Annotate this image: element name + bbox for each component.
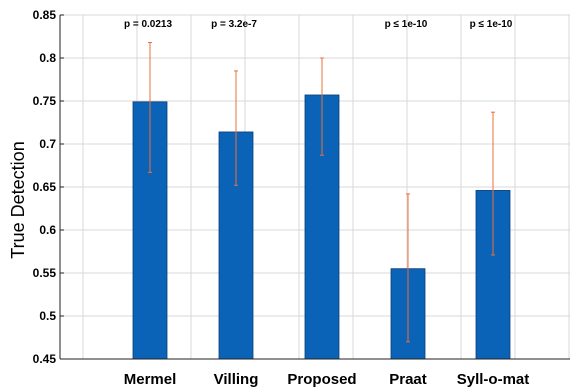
y-axis-label: True Detection xyxy=(8,141,28,258)
p-value-annotation: p = 3.2e-7 xyxy=(211,19,257,30)
y-ticks: 0.45 0.5 0.55 0.6 0.65 0.7 0.75 0.8 0.85 xyxy=(33,8,64,366)
y-tick-label: 0.5 xyxy=(39,309,56,323)
x-tick-label: Praat xyxy=(389,371,427,387)
y-tick-label: 0.75 xyxy=(33,94,57,108)
y-tick-label: 0.65 xyxy=(33,180,57,194)
y-tick-label: 0.6 xyxy=(39,223,56,237)
p-value-annotation: p ≤ 1e-10 xyxy=(385,19,428,30)
p-value-annotation: p = 0.0213 xyxy=(124,19,173,30)
p-value-annotation: p ≤ 1e-10 xyxy=(470,19,513,30)
x-tick-label: Villing xyxy=(214,371,259,387)
x-tick-labels: Mermel Villing Proposed Praat Syll-o-mat xyxy=(124,371,530,387)
error-bars xyxy=(148,42,495,343)
y-tick-label: 0.7 xyxy=(39,137,56,151)
bars xyxy=(132,94,511,360)
x-tick-label: Proposed xyxy=(287,371,356,387)
p-value-annotations: p = 0.0213 p = 3.2e-7 p ≤ 1e-10 p ≤ 1e-10 xyxy=(124,19,513,30)
y-tick-label: 0.8 xyxy=(39,51,56,65)
x-tick-label: Mermel xyxy=(124,371,177,387)
y-tick-label: 0.45 xyxy=(33,352,57,366)
y-tick-label: 0.55 xyxy=(33,266,57,280)
y-tick-label: 0.85 xyxy=(33,8,57,22)
x-tick-label: Syll-o-mat xyxy=(457,371,530,387)
